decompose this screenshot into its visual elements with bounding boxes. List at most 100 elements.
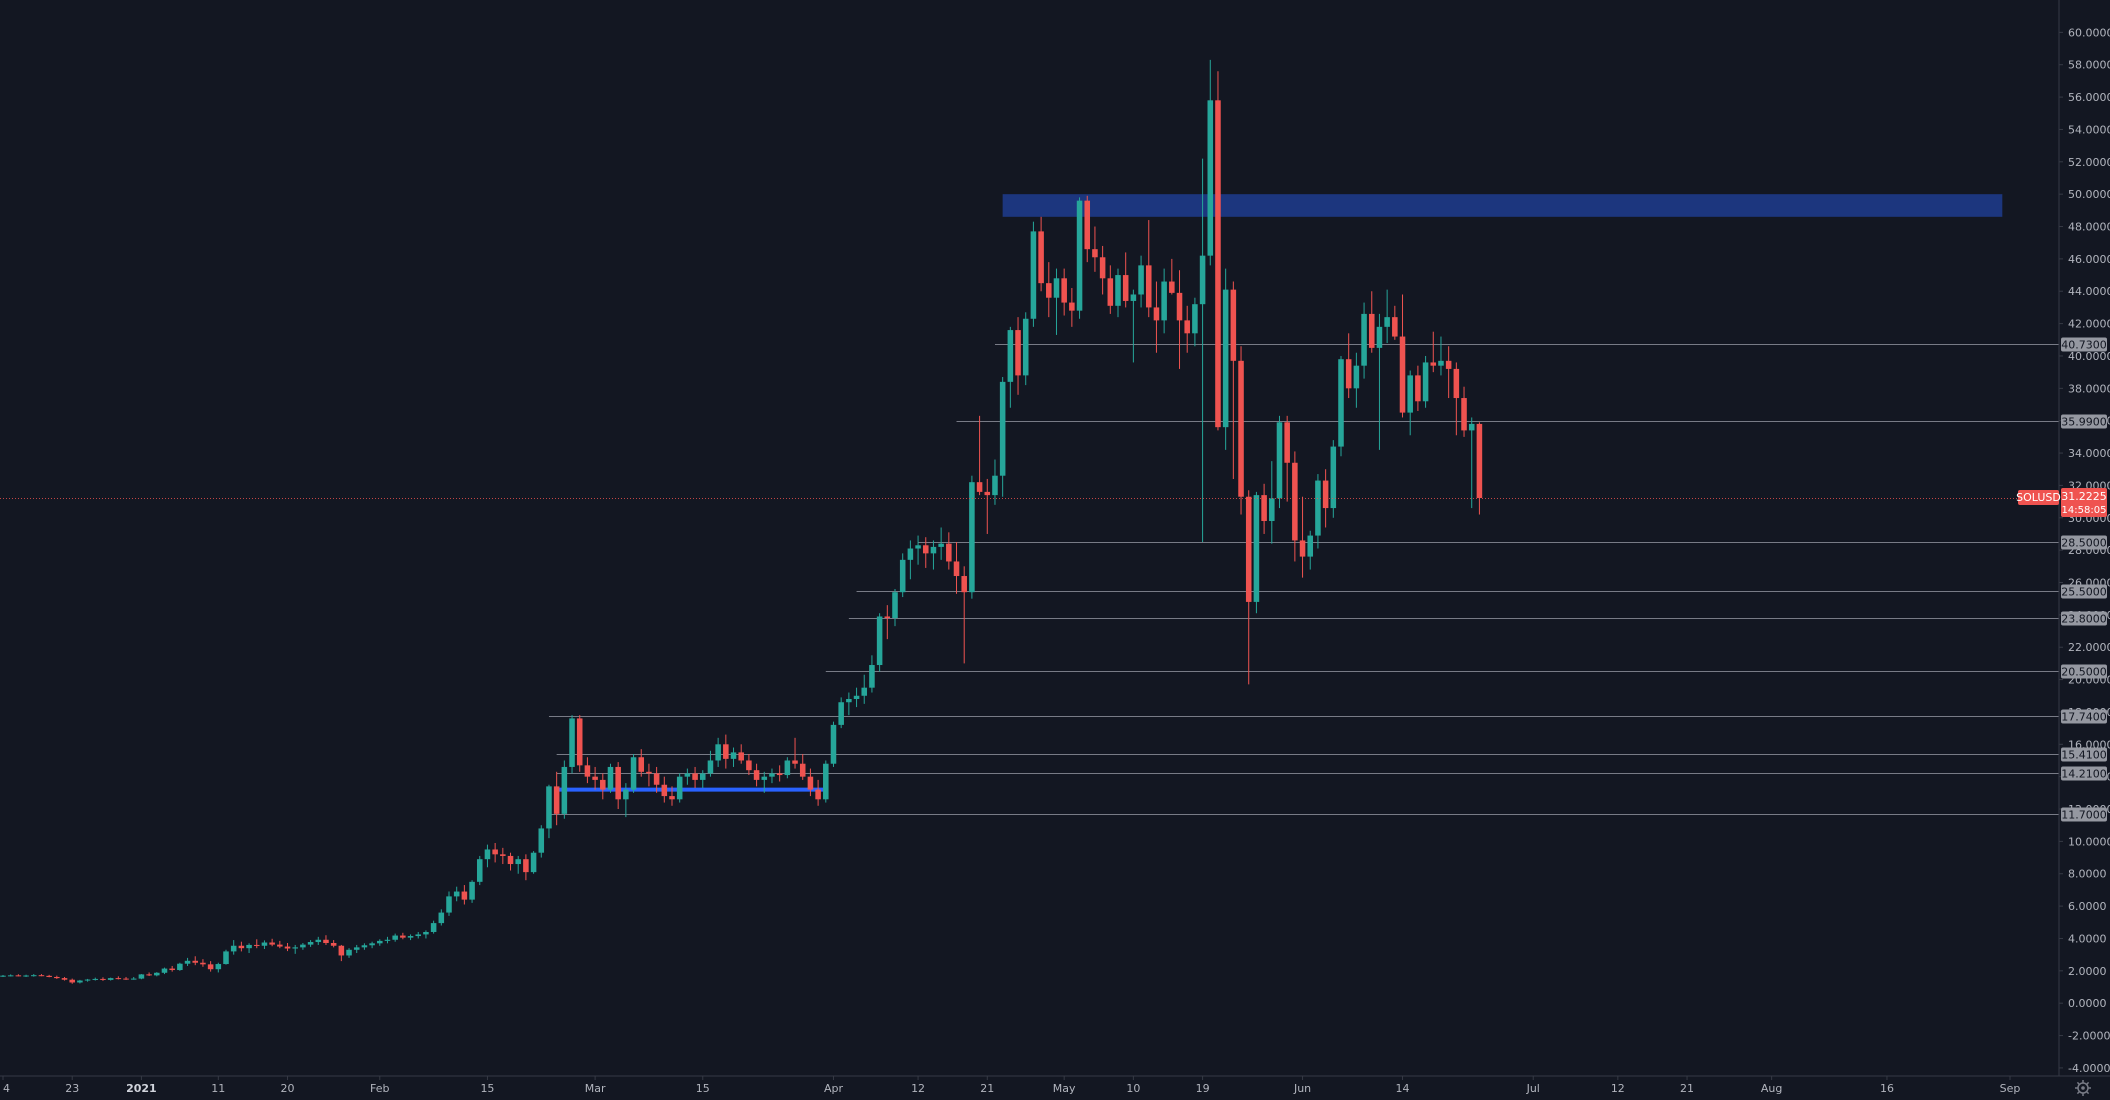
candle <box>761 771 768 793</box>
candle <box>438 909 445 926</box>
candle <box>738 744 744 764</box>
candle <box>753 763 760 787</box>
candle <box>1099 245 1106 295</box>
candle <box>446 891 452 916</box>
candle <box>407 934 414 941</box>
candle <box>46 974 52 978</box>
candle <box>138 974 145 980</box>
candle <box>538 825 545 858</box>
candle-body <box>892 592 898 619</box>
x-tick-label: 10 <box>1126 1082 1140 1095</box>
candle <box>723 734 729 769</box>
candle-body <box>92 978 99 980</box>
candle <box>1299 496 1306 578</box>
candle <box>1476 422 1483 515</box>
candle-body <box>284 946 291 949</box>
candle-body <box>600 779 606 790</box>
candle-body <box>830 724 837 764</box>
y-tick-label: 54.0000 <box>2068 123 2110 136</box>
candle <box>661 776 668 803</box>
candle-body <box>338 945 345 956</box>
level-label-badge <box>2061 747 2107 762</box>
symbol-badge <box>2018 490 2059 505</box>
candle-body <box>407 936 414 938</box>
candle-body <box>776 773 783 776</box>
candle <box>715 737 721 767</box>
gear-icon-hub <box>2081 1086 2085 1090</box>
y-tick-label: 52.0000 <box>2068 156 2110 169</box>
candle <box>161 967 168 975</box>
candle <box>284 942 291 952</box>
candle-body <box>1245 496 1252 602</box>
candle-body <box>1061 278 1067 303</box>
x-tick-label: 23 <box>65 1082 79 1095</box>
candle <box>15 974 22 977</box>
candle <box>1092 226 1098 272</box>
candle <box>807 768 814 797</box>
candle <box>492 843 498 863</box>
candle <box>999 377 1006 497</box>
y-tick-label: 46.0000 <box>2068 253 2110 266</box>
candle-body <box>1330 446 1337 509</box>
candle <box>392 933 398 942</box>
candle <box>1192 297 1198 347</box>
candle-body <box>192 960 199 963</box>
x-tick-label: Apr <box>824 1082 844 1095</box>
x-tick-label: 4 <box>3 1082 10 1095</box>
candle-body <box>723 744 729 759</box>
candle-body <box>161 968 168 973</box>
candle-body <box>0 975 6 977</box>
candle-body <box>392 935 398 940</box>
candle <box>192 956 199 966</box>
candle <box>784 757 791 779</box>
candle-body <box>792 760 798 764</box>
x-tick-label: Aug <box>1761 1082 1782 1095</box>
x-tick-label: 11 <box>211 1082 225 1095</box>
candle <box>1399 294 1406 418</box>
candle-body <box>1453 368 1460 399</box>
candle-body <box>177 963 183 971</box>
candle-body <box>661 784 668 797</box>
x-axis[interactable]: 4 23 2021 11 20 Feb 15 Mar 15 Apr 12 21 May 10 19 Jun 14… <box>2 1076 2020 1095</box>
candle-body <box>1076 200 1083 311</box>
candle <box>23 974 29 977</box>
candle <box>1438 336 1444 376</box>
candle <box>553 771 560 826</box>
gear-icon[interactable] <box>2075 1080 2091 1096</box>
candle <box>154 972 160 977</box>
candle <box>1245 490 1252 685</box>
candle-body <box>984 491 991 496</box>
candle-body <box>1461 398 1467 431</box>
level-label: 23.8000 <box>2061 613 2107 626</box>
candle <box>107 977 114 981</box>
candle-body <box>1384 317 1390 327</box>
candle <box>1069 288 1075 327</box>
candle <box>1015 317 1021 395</box>
candle <box>707 750 714 777</box>
candle-body <box>1230 289 1237 361</box>
candle-body <box>361 945 368 948</box>
candle-body <box>876 616 883 666</box>
y-tick-label: 10.0000 <box>2068 835 2110 848</box>
candle-body <box>1345 359 1352 389</box>
candle-body <box>492 849 498 855</box>
candle-body <box>207 964 214 970</box>
candle <box>1061 268 1067 316</box>
candle-body <box>23 975 29 977</box>
candle-body <box>307 942 314 945</box>
candle <box>1199 158 1206 543</box>
candle <box>1130 289 1137 363</box>
candle-body <box>715 744 721 761</box>
candle <box>1292 451 1298 562</box>
candle <box>730 747 737 767</box>
level-label: 14.2100 <box>2061 768 2107 781</box>
x-tick-label: Mar <box>585 1082 606 1095</box>
candle <box>61 976 68 981</box>
candle <box>1215 71 1221 431</box>
candle <box>1253 491 1260 614</box>
candle <box>953 542 960 594</box>
y-tick-label: 58.0000 <box>2068 59 2110 72</box>
candle <box>1115 268 1121 318</box>
